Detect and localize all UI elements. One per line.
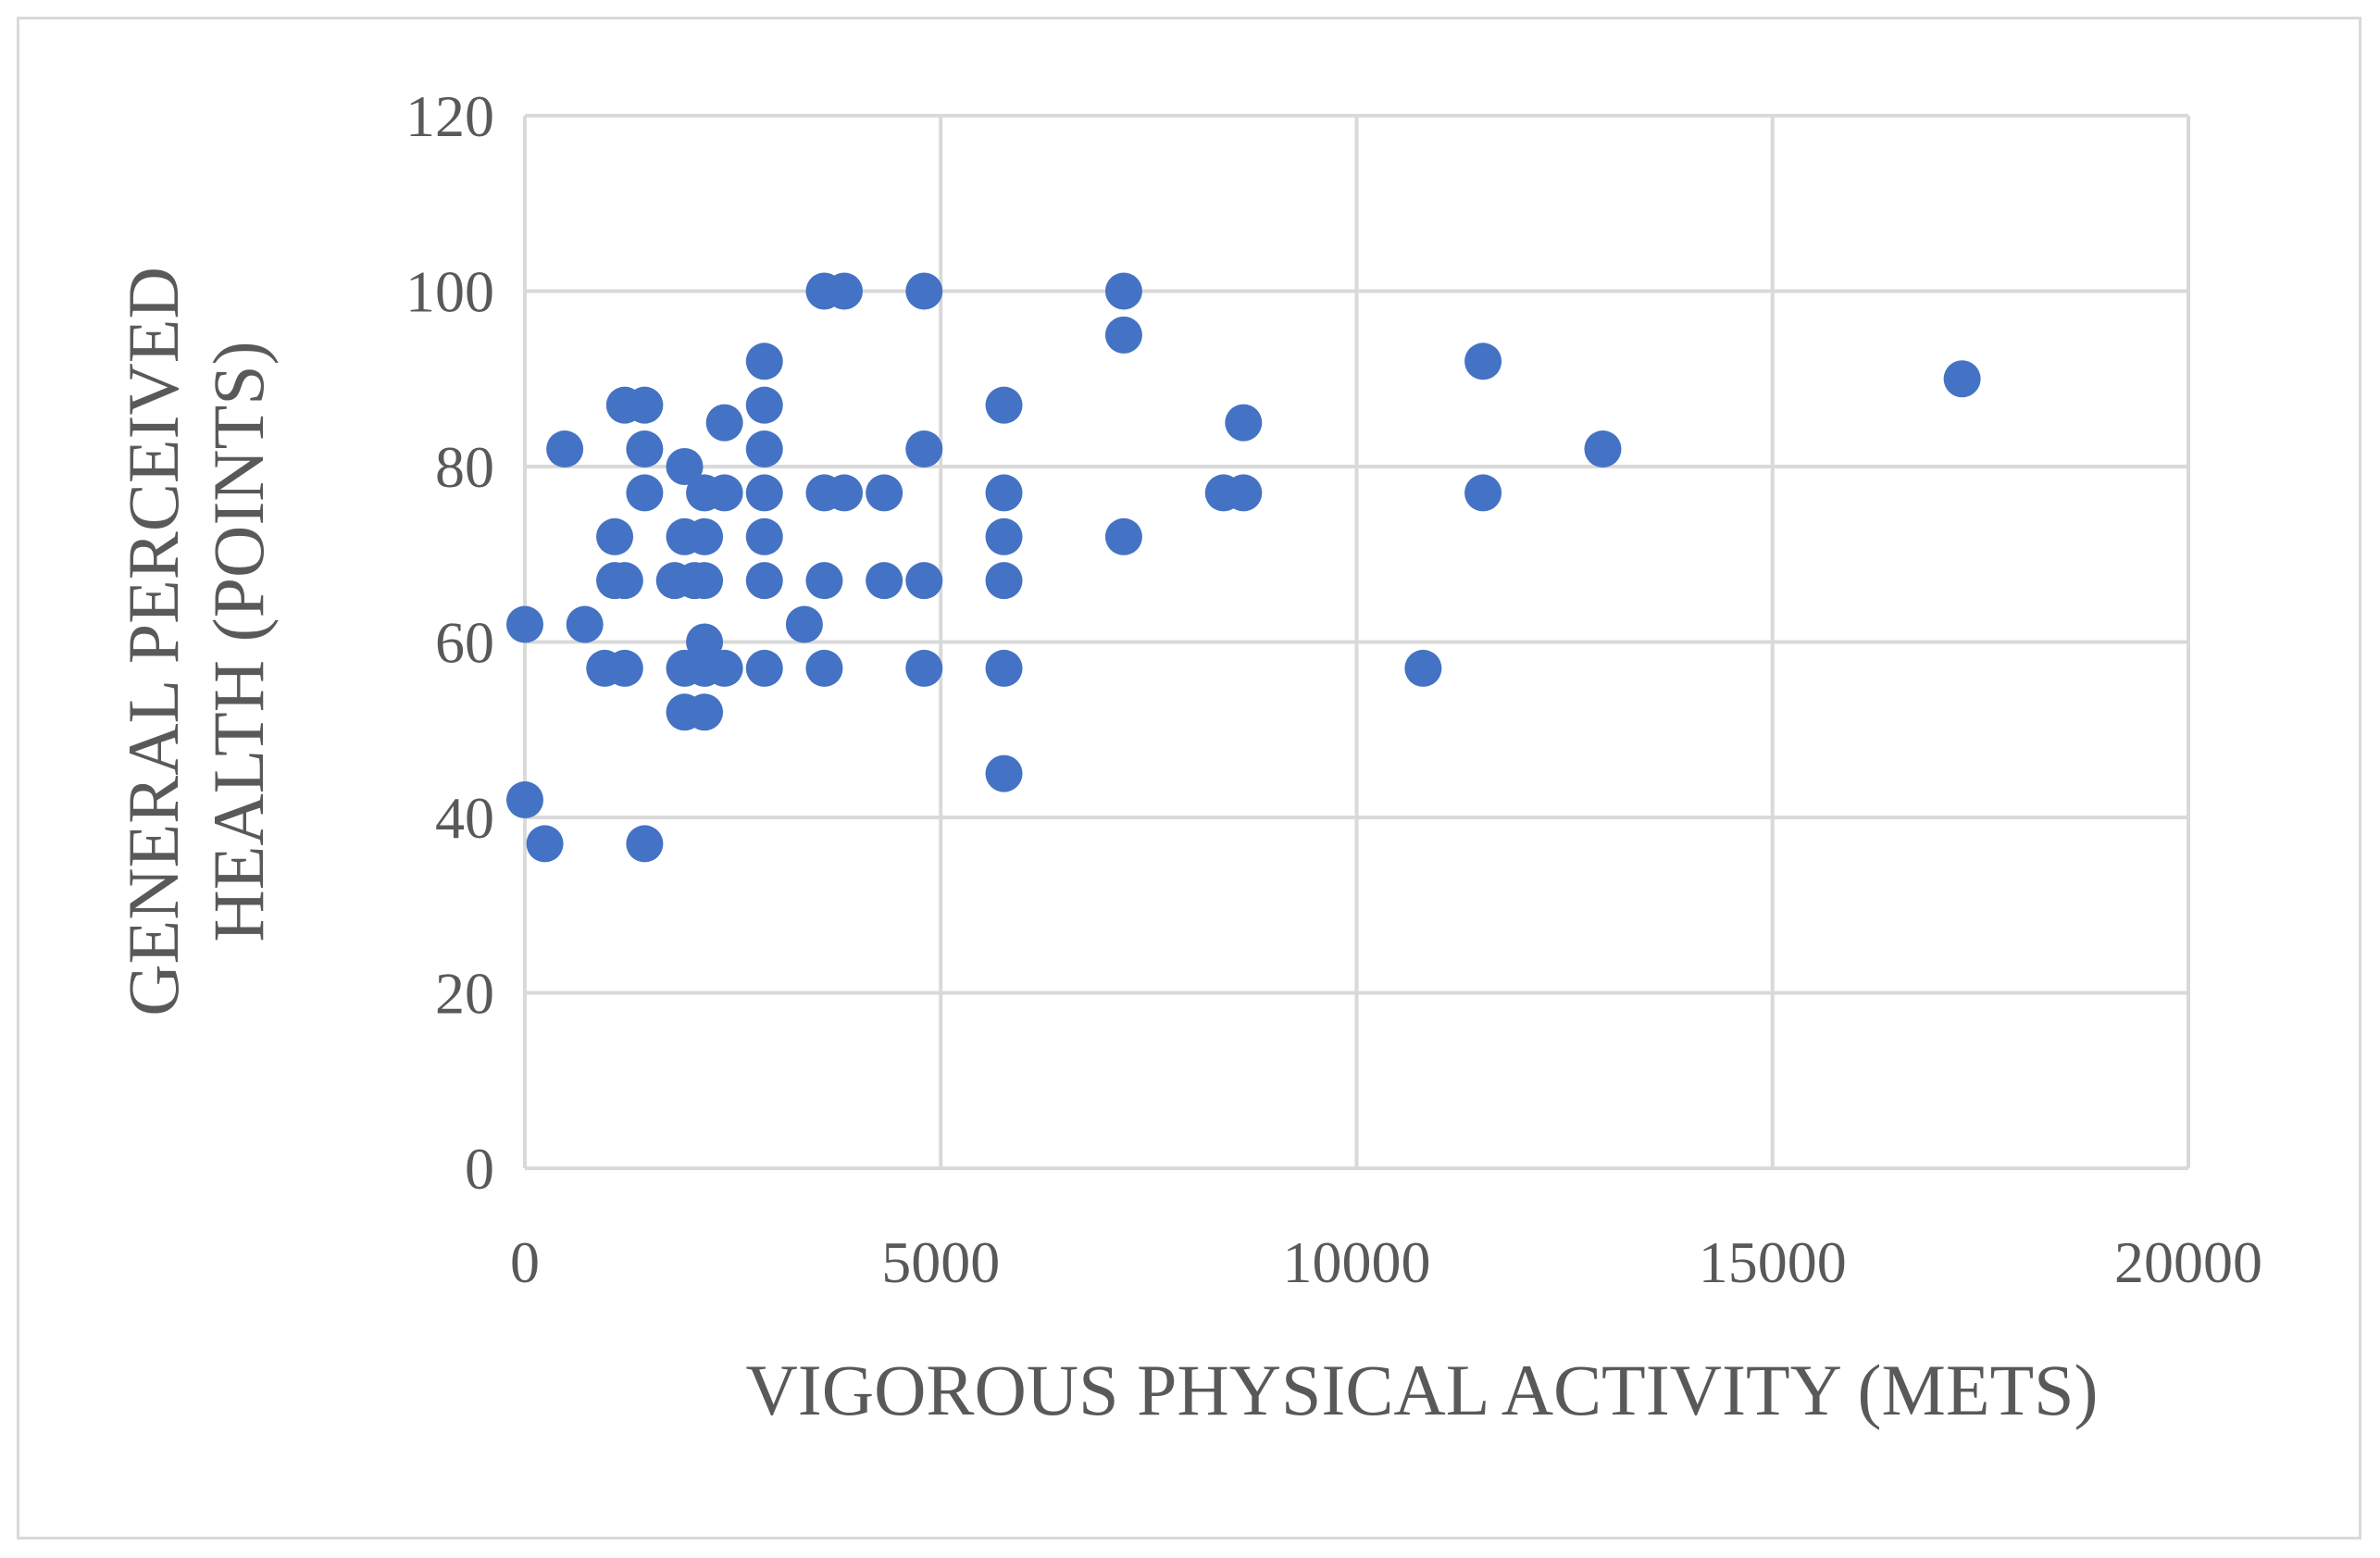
scatter-point	[745, 430, 783, 468]
scatter-point	[1104, 272, 1142, 310]
scatter-point	[866, 474, 903, 512]
x-axis-title: VIGOROUS PHYSICAL ACTIVITY (METS)	[745, 1350, 2098, 1430]
x-tick-label: 10000	[1283, 1229, 1431, 1295]
scatter-point	[626, 474, 664, 512]
y-tick-label: 100	[405, 259, 494, 325]
scatter-point	[546, 430, 584, 468]
scatter-point	[745, 517, 783, 555]
scatter-point	[1584, 430, 1622, 468]
grid-lines	[523, 114, 2190, 1170]
x-tick-labels: 0 5000 10000 15000 20000	[510, 1229, 2262, 1295]
scatter-point	[985, 562, 1023, 600]
scatter-point	[826, 474, 864, 512]
scatter-point	[985, 754, 1023, 792]
scatter-point	[1464, 343, 1502, 380]
scatter-point	[905, 562, 943, 600]
y-tick-label: 60	[435, 610, 494, 676]
scatter-point	[686, 623, 724, 661]
scatter-point	[745, 649, 783, 687]
scatter-point	[705, 404, 743, 442]
scatter-point	[1225, 404, 1263, 442]
scatter-point	[686, 517, 724, 555]
scatter-point	[866, 562, 903, 600]
scatter-point	[686, 562, 724, 600]
x-tick-label: 15000	[1699, 1229, 1847, 1295]
scatter-point	[745, 474, 783, 512]
scatter-point	[785, 605, 823, 643]
y-tick-label: 80	[435, 434, 494, 500]
scatter-point	[1943, 360, 1981, 398]
scatter-point	[745, 343, 783, 380]
chart-frame	[17, 17, 2361, 1539]
scatter-point	[605, 562, 643, 600]
scatter-point	[905, 649, 943, 687]
y-axis-title: GENERAL PERCEIVED HEALTH (POINTS)	[113, 267, 279, 1016]
scatter-point	[666, 448, 704, 485]
scatter-point	[745, 386, 783, 424]
scatter-point	[1225, 474, 1263, 512]
y-axis-title-line-2: HEALTH (POINTS)	[198, 341, 279, 941]
y-tick-label: 120	[405, 83, 494, 149]
scatter-point	[1464, 474, 1502, 512]
scatter-point	[826, 272, 864, 310]
scatter-point	[985, 517, 1023, 555]
scatter-point	[526, 825, 564, 863]
scatter-point	[626, 430, 664, 468]
scatter-point	[566, 605, 604, 643]
scatter-point	[626, 825, 664, 863]
scatter-point	[686, 693, 724, 731]
y-axis-title-line-1: GENERAL PERCEIVED	[113, 267, 193, 1016]
x-tick-label: 0	[510, 1229, 540, 1295]
y-tick-label: 0	[465, 1136, 494, 1202]
scatter-point	[605, 649, 643, 687]
scatter-point	[905, 272, 943, 310]
scatter-point	[506, 781, 543, 819]
scatter-point	[1404, 649, 1442, 687]
scatter-point	[905, 430, 943, 468]
scatter-point	[705, 474, 743, 512]
y-tick-labels: 0 20 40 60 80 100 120	[405, 83, 494, 1202]
y-tick-label: 40	[435, 785, 494, 851]
x-tick-label: 5000	[881, 1229, 1000, 1295]
scatter-point	[985, 649, 1023, 687]
scatter-point	[1104, 517, 1142, 555]
scatter-point	[985, 474, 1023, 512]
scatter-point	[596, 517, 634, 555]
scatter-point	[705, 649, 743, 687]
scatter-point	[745, 562, 783, 600]
scatter-point	[1104, 316, 1142, 354]
data-points	[506, 272, 1981, 863]
scatter-point	[805, 562, 843, 600]
scatter-point	[805, 649, 843, 687]
scatter-point	[626, 386, 664, 424]
scatter-point	[506, 605, 543, 643]
y-tick-label: 20	[435, 961, 494, 1027]
scatter-point	[985, 386, 1023, 424]
x-tick-label: 20000	[2114, 1229, 2262, 1295]
